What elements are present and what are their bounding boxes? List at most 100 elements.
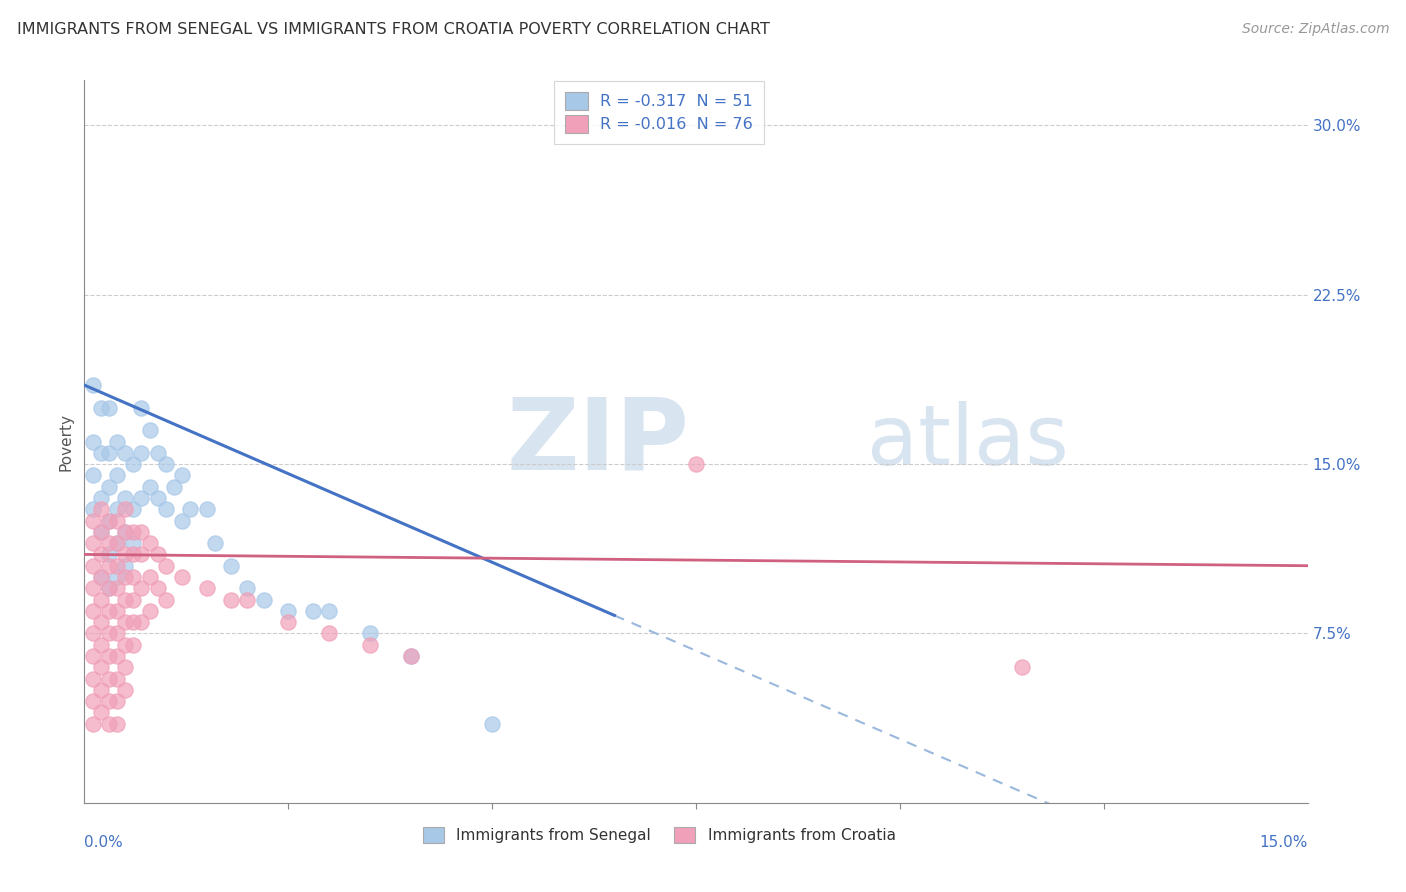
Point xyxy=(399,648,422,663)
Point xyxy=(122,502,145,516)
Point xyxy=(82,558,104,573)
Point xyxy=(114,548,136,562)
Point xyxy=(82,378,104,392)
Text: 15.0%: 15.0% xyxy=(1260,835,1308,850)
Point xyxy=(90,524,112,539)
Point xyxy=(82,502,104,516)
Point xyxy=(122,570,145,584)
Point xyxy=(277,615,299,630)
Point xyxy=(359,626,381,640)
Point xyxy=(90,401,112,415)
Point xyxy=(97,548,120,562)
Point xyxy=(122,457,145,471)
Point xyxy=(105,716,128,731)
Point xyxy=(82,626,104,640)
Point xyxy=(97,626,120,640)
Point xyxy=(146,446,169,460)
Text: atlas: atlas xyxy=(868,401,1069,482)
Point xyxy=(155,592,177,607)
Point xyxy=(146,582,169,596)
Point xyxy=(172,468,194,483)
Point xyxy=(105,582,128,596)
Point xyxy=(301,604,323,618)
Point xyxy=(105,604,128,618)
Point xyxy=(97,446,120,460)
Point xyxy=(155,502,177,516)
Text: Source: ZipAtlas.com: Source: ZipAtlas.com xyxy=(1241,22,1389,37)
Point xyxy=(114,660,136,674)
Point xyxy=(236,582,259,596)
Point xyxy=(97,604,120,618)
Point xyxy=(131,615,153,630)
Point xyxy=(146,491,169,505)
Point xyxy=(155,558,177,573)
Point xyxy=(146,548,169,562)
Point xyxy=(122,638,145,652)
Point xyxy=(105,648,128,663)
Point xyxy=(105,502,128,516)
Text: ZIP: ZIP xyxy=(506,393,689,490)
Point xyxy=(122,548,145,562)
Point xyxy=(163,480,186,494)
Point xyxy=(172,514,194,528)
Point xyxy=(114,638,136,652)
Point xyxy=(114,592,136,607)
Point xyxy=(219,558,242,573)
Point xyxy=(685,457,707,471)
Point xyxy=(90,592,112,607)
Point xyxy=(97,514,120,528)
Point xyxy=(131,548,153,562)
Point xyxy=(179,502,201,516)
Point xyxy=(105,558,128,573)
Point xyxy=(82,582,104,596)
Point xyxy=(195,582,218,596)
Point xyxy=(97,648,120,663)
Point xyxy=(122,592,145,607)
Point xyxy=(1011,660,1033,674)
Point xyxy=(90,706,112,720)
Point xyxy=(131,491,153,505)
Point xyxy=(399,648,422,663)
Point xyxy=(90,502,112,516)
Point xyxy=(82,694,104,708)
Point xyxy=(359,638,381,652)
Point xyxy=(114,682,136,697)
Point xyxy=(172,570,194,584)
Point xyxy=(318,604,340,618)
Point xyxy=(122,524,145,539)
Point xyxy=(114,615,136,630)
Point xyxy=(114,446,136,460)
Point xyxy=(90,660,112,674)
Point xyxy=(114,558,136,573)
Point xyxy=(122,615,145,630)
Point xyxy=(204,536,226,550)
Point xyxy=(82,604,104,618)
Point xyxy=(90,638,112,652)
Text: 0.0%: 0.0% xyxy=(84,835,124,850)
Point xyxy=(82,716,104,731)
Point xyxy=(114,570,136,584)
Point xyxy=(105,536,128,550)
Point xyxy=(105,434,128,449)
Point xyxy=(253,592,276,607)
Point xyxy=(219,592,242,607)
Point xyxy=(97,582,120,596)
Point xyxy=(105,514,128,528)
Point xyxy=(97,558,120,573)
Point xyxy=(90,548,112,562)
Point xyxy=(195,502,218,516)
Point xyxy=(90,615,112,630)
Point xyxy=(97,694,120,708)
Point xyxy=(105,570,128,584)
Point xyxy=(114,491,136,505)
Point xyxy=(97,582,120,596)
Point xyxy=(138,536,160,550)
Point xyxy=(97,480,120,494)
Point xyxy=(138,423,160,437)
Point xyxy=(105,626,128,640)
Point xyxy=(90,570,112,584)
Point xyxy=(82,536,104,550)
Point xyxy=(481,716,503,731)
Point xyxy=(97,514,120,528)
Point xyxy=(131,582,153,596)
